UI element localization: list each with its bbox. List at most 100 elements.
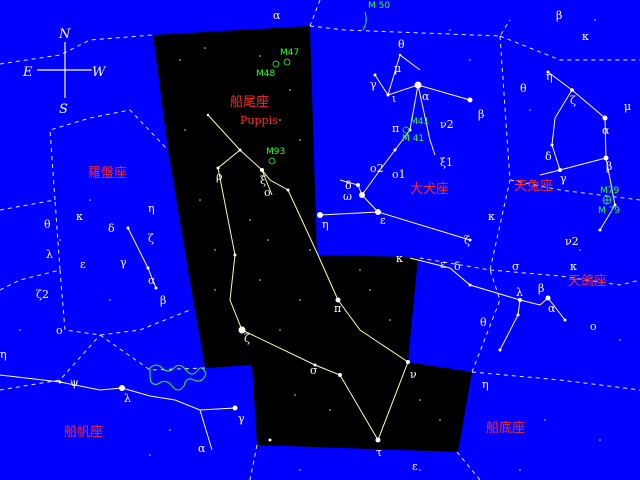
star-label: γ [560, 172, 567, 185]
m50-label[interactable]: M 50 [368, 1, 390, 11]
m41-sub-label[interactable]: M 41 [402, 134, 424, 144]
m47-label[interactable]: M47 [280, 48, 299, 58]
star-label: ε [412, 460, 418, 473]
star-label: ζ2 [36, 288, 49, 301]
star-label: γ [120, 256, 127, 269]
star-label: γ [370, 78, 377, 91]
star-label: π [392, 122, 399, 135]
star-label: ε [80, 258, 86, 271]
star-label: κ [570, 260, 577, 273]
m41-label[interactable]: M41 [410, 117, 429, 127]
star-label: μ [624, 100, 631, 113]
star-label: θ [520, 82, 527, 95]
compass-east: E [22, 65, 33, 80]
m47-cluster-icon[interactable] [283, 58, 291, 66]
star-label: θ [44, 218, 51, 231]
star-label: ω [343, 190, 352, 203]
star-label: κ [488, 210, 495, 223]
faint-stars [19, 19, 621, 471]
star-label: ε [440, 258, 446, 271]
m41-cluster-icon[interactable] [402, 126, 410, 134]
star-label: τ [376, 446, 382, 459]
star-label: λ [516, 286, 523, 299]
star-label: ψ [70, 376, 79, 389]
star-label: ο [56, 324, 63, 337]
star-label: λ [46, 248, 53, 261]
star-label: η [482, 378, 489, 391]
star-label: δ [545, 150, 552, 163]
puppis-region[interactable] [153, 26, 472, 452]
carina-name[interactable]: 船底座 [486, 420, 525, 436]
messier-objects: M47 M48 M93 M41 M 41 M79 M 79 M 50 [256, 1, 620, 216]
m48-cluster-icon[interactable] [272, 60, 280, 68]
star-label: θ [398, 38, 405, 51]
constellation-names: 船尾座 Puppis 羅盤座 大犬座 天兔座 天鴿座 船帆座 船底座 [64, 95, 607, 440]
star-label: δ [108, 222, 115, 235]
star-label: γ [238, 412, 245, 425]
star-label: α [548, 302, 556, 315]
star-label: η [0, 348, 7, 361]
green-feature-top [362, 11, 367, 31]
star-labels: α β κ θ μ γ ι α β π ν2 ο2 ο1 ξ1 δ ε ω η … [0, 9, 631, 473]
star-label: κ [76, 210, 83, 223]
star-label: θ [480, 316, 487, 329]
star-label: ξ [260, 174, 266, 187]
star-label: ρ [216, 170, 222, 183]
star-label: μ [394, 62, 401, 75]
star-label: ζ [244, 332, 250, 345]
puppis-name-latin[interactable]: Puppis [240, 114, 278, 127]
star-label: η [322, 218, 329, 231]
star-label: π [334, 302, 341, 315]
star-label: δ [454, 260, 461, 273]
star-label: κ [396, 252, 403, 265]
star-label: β [160, 294, 166, 307]
lepus-name[interactable]: 天兔座 [514, 179, 553, 194]
m79-sub-label[interactable]: M 79 [598, 206, 620, 216]
star-label: β [606, 160, 612, 173]
compass-south: S [59, 102, 68, 117]
star-label: ε [380, 214, 386, 227]
m79-globular-icon[interactable] [602, 195, 612, 205]
star-label: λ [124, 392, 131, 405]
star-label: α [422, 90, 430, 103]
compass: N S E W [22, 27, 107, 117]
star-label: δ [345, 179, 352, 192]
star-label: ν2 [565, 235, 579, 248]
star-label: κ [582, 30, 589, 43]
m48-label[interactable]: M48 [256, 69, 275, 79]
star-label: ν [410, 368, 417, 381]
puppis-name-zh[interactable]: 船尾座 [230, 95, 269, 110]
star-label: α [602, 124, 610, 137]
compass-west: W [92, 65, 107, 80]
star-label: ζ [148, 232, 154, 245]
star-label: ο1 [392, 168, 406, 181]
constellation-lines [0, 54, 616, 451]
star-label: α [273, 9, 281, 22]
star-label: η [546, 70, 553, 83]
star-label: β [478, 108, 484, 121]
star-label: β [556, 9, 562, 22]
m93-label[interactable]: M93 [266, 147, 285, 157]
compass-north: N [58, 27, 71, 42]
star-label: η [148, 202, 155, 215]
vela-name[interactable]: 船帆座 [64, 425, 103, 440]
star-label: α [148, 274, 156, 287]
star-label: ο2 [370, 162, 384, 175]
star-label: ξ1 [440, 156, 453, 169]
pyxis-name[interactable]: 羅盤座 [88, 166, 127, 181]
m93-cluster-icon[interactable] [268, 157, 276, 165]
star-label: β [538, 282, 544, 295]
m79-label[interactable]: M79 [600, 186, 619, 196]
star-label: ζ [464, 234, 470, 247]
gum-nebula [149, 364, 207, 391]
star-label: ο [590, 320, 597, 333]
columba-name[interactable]: 天鴿座 [568, 274, 607, 289]
star-label: α [198, 442, 206, 455]
star-label: σ [512, 260, 520, 273]
star-label: ζ [570, 94, 576, 107]
star-label: ο [264, 186, 271, 199]
canis-major-name[interactable]: 大犬座 [410, 182, 449, 197]
